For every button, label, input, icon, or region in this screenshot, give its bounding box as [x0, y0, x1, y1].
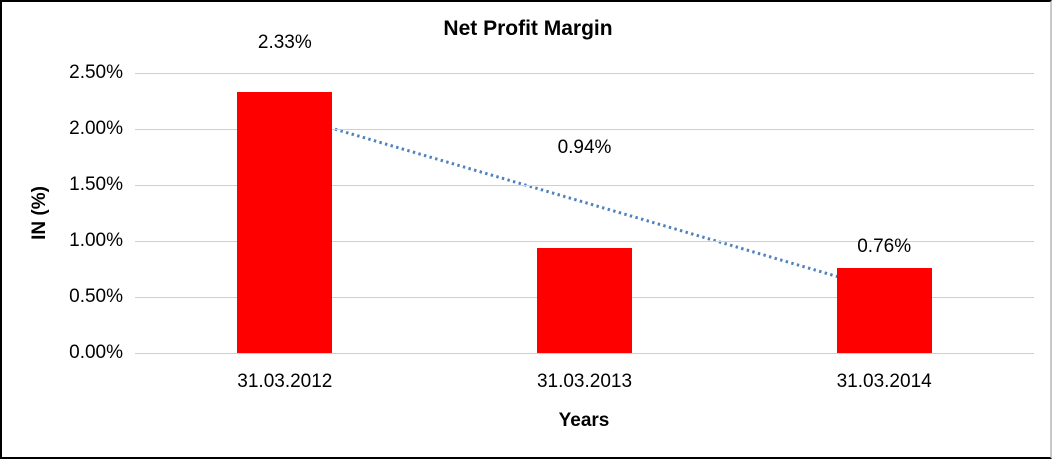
bar [237, 92, 333, 353]
x-tick-label: 31.03.2012 [237, 371, 333, 392]
y-tick-label: 0.00% [69, 342, 123, 363]
y-tick-label: 1.00% [69, 230, 123, 251]
gridline [135, 129, 1034, 130]
gridline [135, 73, 1034, 74]
gridline [135, 353, 1034, 354]
x-axis-title: Years [558, 410, 610, 431]
y-tick-label: 0.50% [69, 286, 123, 307]
bar [537, 247, 632, 353]
data-label: 0.76% [857, 235, 912, 257]
gridline [135, 241, 1034, 242]
y-tick-label: 2.50% [69, 62, 123, 83]
gridline [135, 185, 1034, 186]
chart-title: Net Profit Margin [443, 17, 613, 40]
data-label: 2.33% [257, 32, 312, 54]
data-label: 0.94% [557, 136, 612, 158]
x-tick-label: 31.03.2014 [836, 371, 932, 392]
y-tick-label: 1.50% [69, 174, 123, 195]
bar [836, 267, 932, 353]
x-tick-label: 31.03.2013 [536, 371, 633, 392]
y-tick-label: 2.00% [69, 118, 123, 139]
